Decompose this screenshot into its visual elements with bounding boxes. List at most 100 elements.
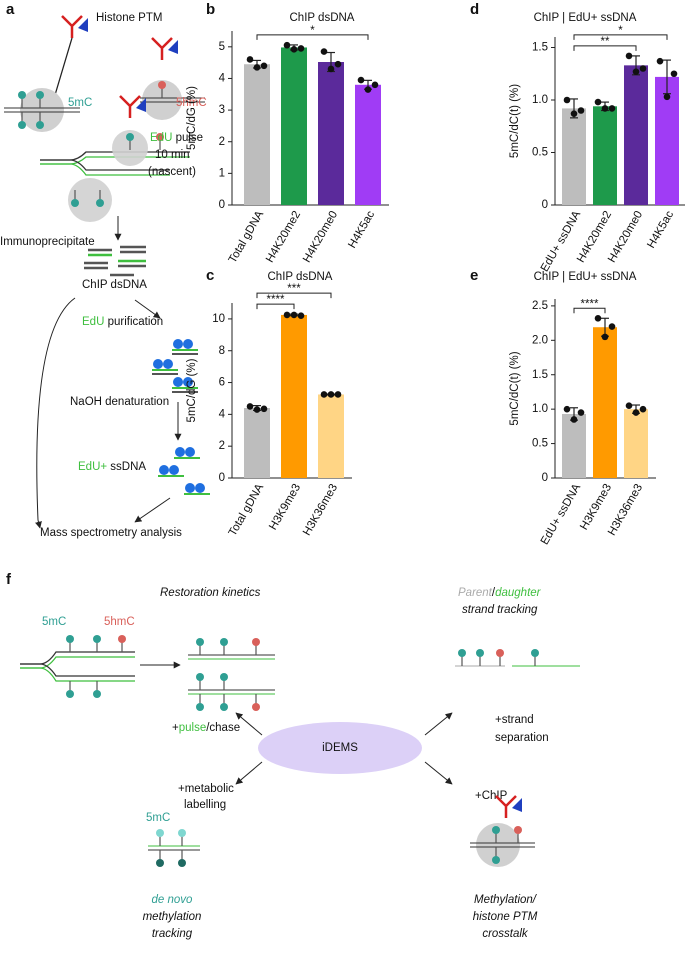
chart-title: ChIP dsDNA [268, 271, 333, 283]
histone-ptm: Histone PTM [96, 12, 162, 24]
chart-title: ChIP dsDNA [290, 12, 355, 24]
significance-bracket [573, 45, 637, 51]
data-point [320, 48, 328, 55]
data-point [570, 416, 578, 423]
arrow [235, 712, 263, 736]
significance-label: **** [581, 298, 599, 310]
panel-label: f [6, 571, 12, 588]
data-point [563, 405, 571, 413]
connector [54, 37, 73, 96]
5mc-mark [530, 648, 540, 667]
data-point [283, 41, 291, 49]
antibody [60, 14, 90, 40]
bar [244, 64, 270, 205]
y-tick-label: 0.5 [532, 147, 548, 159]
metabolic: +metabolic [178, 783, 234, 795]
x-tick-label: H3K36me3 [301, 482, 340, 538]
5hmc-mark [251, 693, 261, 712]
daughter: daughter [495, 587, 542, 599]
antibody [494, 794, 524, 820]
y-tick-label: 1.0 [532, 403, 548, 415]
significance-label: *** [287, 283, 301, 295]
data-point [297, 312, 305, 320]
chart-title: ChIP | EdU+ ssDNA [534, 12, 637, 24]
antibody [150, 36, 180, 62]
x-tick-label: EdU+ ssDNA [539, 482, 584, 547]
significance-label: ** [601, 36, 610, 48]
dark-mark [155, 849, 165, 868]
edu: EdU [82, 316, 104, 328]
data-point [297, 45, 305, 52]
crosstalk: Methylation/ [474, 894, 538, 906]
y-tick-label: 0 [219, 199, 225, 211]
panel-f: f Restoration kinetics 5mC 5hmC +pulse/c… [6, 571, 580, 940]
data-point [625, 402, 633, 410]
data-point [327, 391, 335, 398]
y-tick-label: 2.0 [532, 334, 548, 346]
y-tick-label: 0 [219, 472, 225, 484]
x-tick-label: H3K9me3 [267, 482, 303, 532]
crosstalk: histone PTM [473, 911, 538, 923]
5mc-mark [219, 637, 229, 656]
y-tick-label: 1.5 [532, 42, 548, 54]
data-point [364, 86, 372, 93]
mark-5mc: 5mC [68, 97, 92, 109]
bar [281, 314, 307, 478]
bar [562, 108, 586, 205]
data-point [327, 65, 335, 73]
data-point [357, 76, 365, 84]
bar [593, 106, 617, 205]
data-point [632, 68, 640, 75]
parent-daughter: Parent/daughter [458, 587, 542, 599]
panel-label: b [206, 1, 215, 18]
bar [244, 408, 270, 478]
panel-a: a Histone PTM 5mC 5hmC EdU pulse 10 min … [0, 1, 210, 539]
data-point [577, 107, 585, 114]
de-novo: de novo [152, 894, 194, 906]
y-axis-label: 5mC/dG (%) [186, 86, 198, 150]
dna-fragments [84, 245, 146, 277]
nucleosome [68, 178, 112, 222]
y-tick-label: 8 [219, 345, 225, 357]
x-tick-label: H3K9me3 [578, 482, 614, 532]
data-point [639, 65, 647, 72]
significance-label: **** [267, 294, 285, 306]
plus: + [172, 722, 179, 734]
5mc-mark [475, 648, 485, 667]
5mc-mark [195, 693, 205, 712]
data-point [608, 323, 616, 330]
ssdna: ssDNA [110, 461, 146, 473]
y-axis-label: 5mC/dG (%) [186, 358, 198, 422]
beads-ss [158, 447, 210, 495]
data-point [601, 105, 609, 112]
edu-pulse: EdU pulse [150, 132, 203, 144]
data-point [670, 70, 678, 78]
data-point [246, 403, 254, 410]
5mc-mark [195, 637, 205, 656]
bar [318, 62, 344, 206]
mass-spec: Mass spectrometry analysis [40, 527, 182, 539]
data-point [253, 64, 261, 71]
bar [593, 327, 617, 478]
y-axis-label: 5mC/dC(t) (%) [509, 351, 521, 425]
restoration: Restoration kinetics [160, 587, 261, 599]
nucleosome [20, 88, 64, 132]
data-point [253, 406, 261, 413]
data-point [656, 57, 664, 65]
5mc-mark [219, 672, 229, 691]
dark-mark [177, 849, 187, 868]
panel-label: c [206, 267, 214, 284]
mark-5hmc: 5hmC [104, 616, 135, 628]
x-tick-label: H4K20me2 [264, 209, 303, 265]
x-tick-label: H4K5ac [645, 209, 676, 251]
data-point [290, 46, 298, 53]
chart-panel: e ChIP | EdU+ ssDNA 5mC/dC(t) (%) 0 0.5 1.0 1.… [470, 267, 656, 547]
chart-panel: d ChIP | EdU+ ssDNA 5mC/dC(t) (%) 0 0.5 1.0 1.… [470, 1, 685, 274]
label-mark [177, 828, 187, 847]
x-tick-label: Total gDNA [227, 482, 267, 539]
arrow [424, 712, 453, 736]
purification: purification [108, 316, 164, 328]
